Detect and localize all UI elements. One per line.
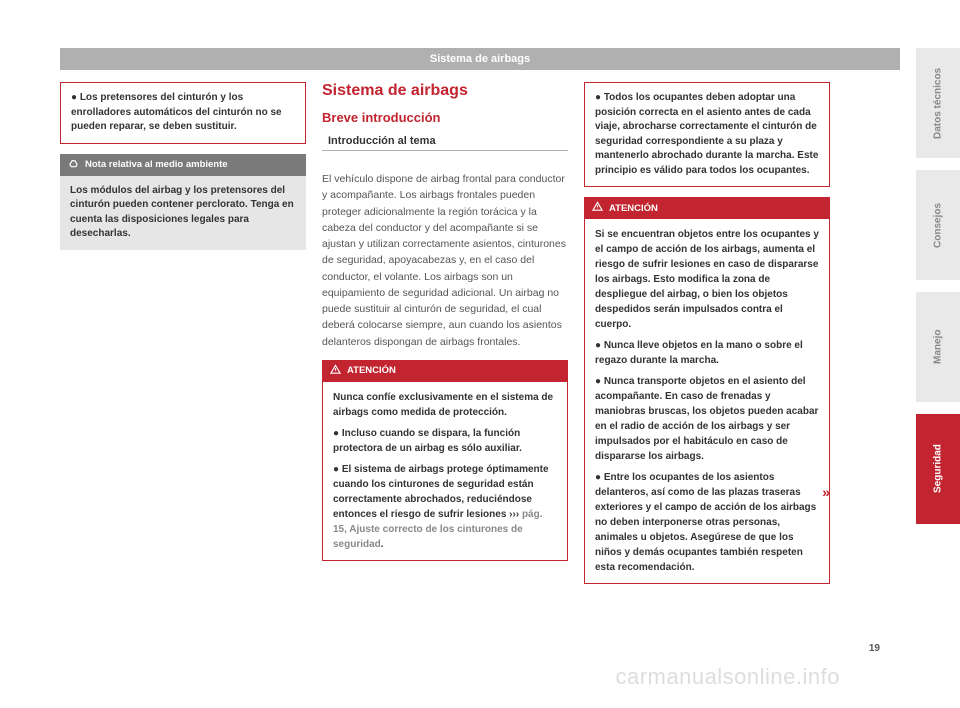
warning-box-occupants: ● Todos los ocupantes deben adoptar una … [584,82,830,187]
warn-p2: ● Incluso cuando se dispara, la función … [333,426,557,456]
column-middle: Sistema de airbags Breve introducción In… [322,82,568,584]
attention-body: Si se encuentran objetos entre los ocupa… [584,219,830,584]
warning-triangle-icon [330,364,341,378]
warn-p3: ● Nunca transporte objetos en el asiento… [595,374,819,464]
watermark-text: carmanualsonline.info [615,664,840,690]
warning-text: ● Los pretensores del cinturón y los enr… [71,91,295,135]
tab-spacer [916,402,960,414]
side-tab-nav: Datos técnicos Consejos Manejo Seguridad [916,48,960,524]
note-body: Los módulos del airbag y los pretensores… [60,176,306,250]
warning-text: ● Todos los ocupantes deben adoptar una … [595,91,819,178]
section-header: Sistema de airbags [60,48,900,70]
warn-p3-end: . [381,539,384,550]
attention-box-1: ATENCIÓN Nunca confíe exclusivamente en … [322,360,568,561]
continuation-mark: » [822,484,830,500]
column-right: ● Todos los ocupantes deben adoptar una … [584,82,830,584]
warn-p2: ● Nunca lleve objetos en la mano o sobre… [595,338,819,368]
content-columns: ● Los pretensores del cinturón y los enr… [60,70,900,584]
note-header: Nota relativa al medio ambiente [60,154,306,176]
page-number: 19 [869,643,880,654]
tab-spacer [916,158,960,170]
heading-block: Sistema de airbags Breve introducción In… [322,82,568,161]
warn-p3: ● El sistema de airbags protege óptimame… [333,462,557,552]
attention-label: ATENCIÓN [347,365,396,376]
attention-header: ATENCIÓN [322,360,568,382]
attention-header: ATENCIÓN [584,197,830,219]
environment-note: Nota relativa al medio ambiente Los módu… [60,154,306,250]
h1-title: Sistema de airbags [322,82,568,100]
attention-body: Nunca confíe exclusivamente en el sistem… [322,382,568,561]
recycle-icon [68,158,79,172]
warn-p1: Si se encuentran objetos entre los ocupa… [595,227,819,332]
tab-manejo[interactable]: Manejo [916,292,960,402]
column-left: ● Los pretensores del cinturón y los enr… [60,82,306,584]
warn-p4: ● Entre los ocupantes de los asientos de… [595,470,819,575]
warning-triangle-icon [592,201,603,215]
note-header-text: Nota relativa al medio ambiente [85,159,228,170]
attention-box-2: ATENCIÓN Si se encuentran objetos entre … [584,197,830,584]
tab-datos-tecnicos[interactable]: Datos técnicos [916,48,960,158]
warning-box-pretensores: ● Los pretensores del cinturón y los enr… [60,82,306,144]
warn-p1: Nunca confíe exclusivamente en el sistem… [333,390,557,420]
tab-spacer [916,280,960,292]
warn-p3-text: ● El sistema de airbags protege óptimame… [333,464,549,520]
tab-seguridad[interactable]: Seguridad [916,414,960,524]
intro-paragraph: El vehículo dispone de airbag frontal pa… [322,171,568,350]
h3-topic: Introducción al tema [322,135,568,151]
manual-page: Sistema de airbags ● Los pretensores del… [60,48,900,668]
tab-consejos[interactable]: Consejos [916,170,960,280]
attention-label: ATENCIÓN [609,203,658,214]
h2-subtitle: Breve introducción [322,110,568,125]
